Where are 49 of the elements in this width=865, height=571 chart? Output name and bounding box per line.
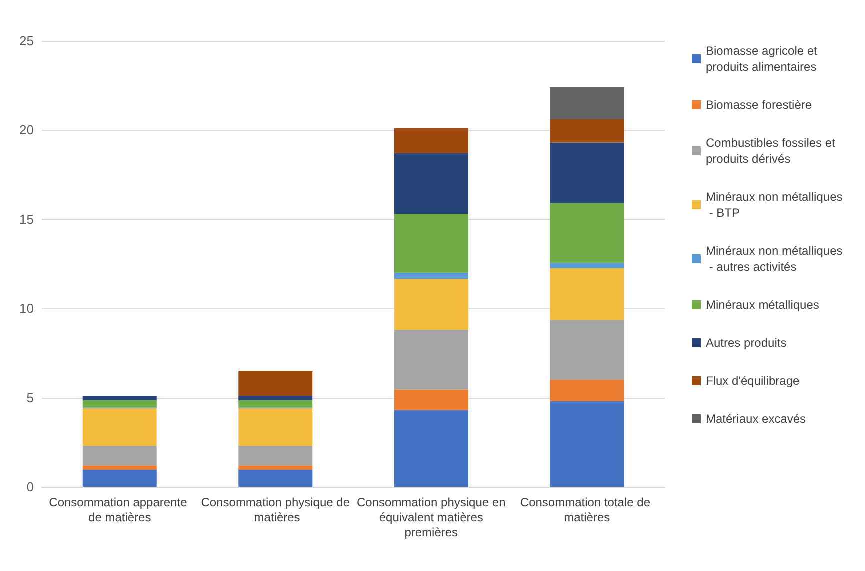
bar bbox=[238, 470, 313, 487]
legend-label: Matériaux excavés bbox=[706, 412, 806, 426]
bar bbox=[394, 128, 468, 154]
legend-label: Minéraux non métalliques - BTP bbox=[706, 190, 843, 220]
bar bbox=[550, 268, 624, 320]
bar bbox=[82, 400, 157, 408]
bar bbox=[82, 408, 157, 446]
bar bbox=[238, 446, 313, 466]
bar bbox=[82, 446, 157, 466]
legend-label: Flux d'équilibrage bbox=[706, 374, 800, 388]
x-tick-label: Consommation physique de matières bbox=[201, 496, 350, 524]
legend-label: Biomasse forestière bbox=[706, 98, 812, 112]
x-tick-label: Consommation totale de matières bbox=[520, 496, 654, 524]
legend-label: Minéraux métalliques bbox=[706, 298, 820, 312]
bar bbox=[550, 87, 624, 120]
bar bbox=[550, 401, 624, 487]
bar bbox=[394, 390, 468, 410]
bar bbox=[82, 466, 157, 470]
bar bbox=[550, 320, 624, 380]
bar bbox=[238, 408, 313, 446]
x-tick-label: Consommation apparente de matières bbox=[49, 496, 191, 524]
y-tick-label: 0 bbox=[26, 480, 34, 494]
bar bbox=[238, 371, 313, 396]
bar bbox=[238, 466, 313, 470]
y-tick-label: 10 bbox=[20, 301, 34, 316]
bar bbox=[394, 153, 468, 214]
legend-label: Minéraux non métalliques - autres activités bbox=[706, 244, 843, 274]
y-tick-label: 25 bbox=[20, 34, 34, 48]
legend-label: Combustibles fossiles et produits dérivés bbox=[706, 136, 839, 166]
bar bbox=[238, 396, 313, 400]
legend-label: Autres produits bbox=[706, 336, 787, 350]
y-tick-label: 15 bbox=[20, 212, 34, 227]
bar bbox=[550, 380, 624, 402]
bar bbox=[238, 400, 313, 408]
y-tick-label: 20 bbox=[20, 122, 34, 138]
y-tick-label: 5 bbox=[26, 390, 34, 406]
bar bbox=[394, 330, 468, 390]
bar bbox=[394, 410, 468, 487]
x-tick-label: Consommation physique en équivalent matières premières bbox=[356, 496, 506, 540]
bar bbox=[550, 142, 624, 204]
bar bbox=[550, 203, 624, 264]
bar bbox=[550, 119, 624, 143]
bar bbox=[394, 272, 468, 280]
bar bbox=[394, 279, 468, 330]
bar bbox=[394, 214, 468, 273]
bar bbox=[82, 470, 157, 487]
bar bbox=[82, 396, 157, 400]
legend-label: Biomasse agricole et produits alimentaires bbox=[706, 44, 821, 74]
bar bbox=[550, 263, 624, 268]
